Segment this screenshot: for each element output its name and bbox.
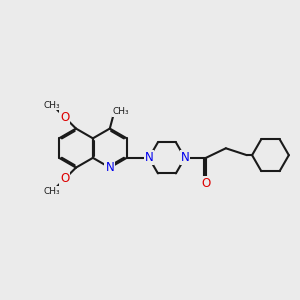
Text: CH₃: CH₃ (43, 100, 60, 109)
Text: N: N (181, 151, 189, 164)
Text: O: O (60, 172, 69, 185)
Text: CH₃: CH₃ (113, 107, 130, 116)
Text: N: N (105, 161, 114, 174)
Text: O: O (60, 111, 69, 124)
Text: CH₃: CH₃ (43, 187, 60, 196)
Text: O: O (201, 177, 211, 190)
Text: N: N (145, 151, 153, 164)
